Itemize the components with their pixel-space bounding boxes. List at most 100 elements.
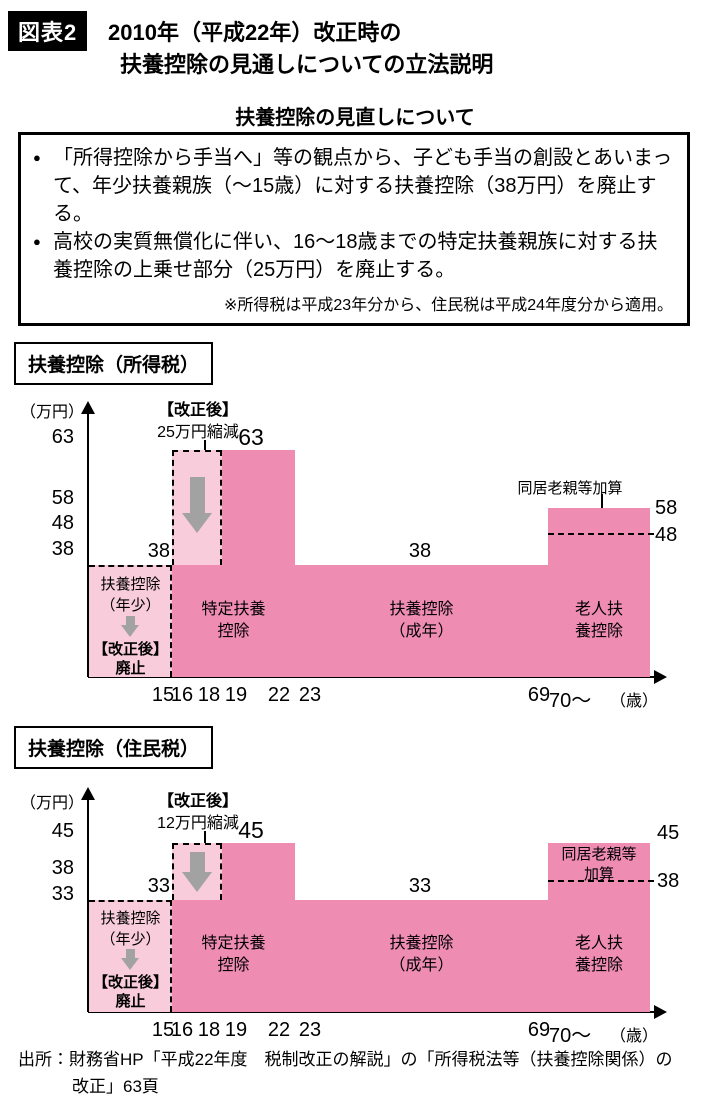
chart2-specific-upper-region [222,843,295,1012]
summary-heading: 扶養控除の見直しについて [235,107,475,129]
chart1-reduction-down-arrow-icon [190,477,205,515]
summary-bullet-2: ● 高校の実質無償化に伴い、16〜18歳までの特定扶養親族に対する扶養控除の上乗… [33,228,675,284]
chart1-elderly-base-value: 48 [655,524,678,546]
chart1-elderly-label-line1: 老人扶 [574,601,623,618]
chart2-junior-label-1: 扶養控除 [100,910,161,927]
chart2-junior-down-arrow-icon [126,949,135,960]
chart1-reduction-annotation: 25万円縮減 [157,424,239,441]
chart1-reduction-down-arrow-icon [182,513,212,533]
chart2-adult-value: 33 [408,875,432,897]
summary-note: ※所得税は平成23年分から、住民税は平成24年度分から適用。 [223,297,673,314]
chart1-kaiseigo-annotation: 【改正後】 [157,402,238,419]
chart2-adult-region [295,900,548,1012]
summary-box: ● 「所得控除から手当へ」等の観点から、子ども手当の創設とあいまって、年少扶養親… [18,132,690,326]
figure-title-line1: 2010年（平成22年）改正時の [108,20,402,45]
chart2-y-tick-38: 38 [51,857,74,879]
chart1-x-unit-label: （歳） [610,693,659,710]
chart1-junior-down-arrow-icon [126,616,135,627]
chart2-x-tick-15: 15 [151,1019,175,1041]
summary-bullet-1-text: 「所得控除から手当へ」等の観点から、子ども手当の創設とあいまって、年少扶養親族（… [53,147,673,225]
chart2-elderly-base-value: 38 [657,870,680,892]
chart1-junior-label-4: 廃止 [115,660,146,677]
chart2-elderly-region [548,843,650,1012]
source-line2: 改正」63頁 [72,1077,159,1096]
chart2-reduction-pointer-line [204,831,206,843]
chart1-specific-label: 特定扶養 控除 [172,599,295,643]
chart1-adult-region [295,565,548,677]
bullet-icon: ● [33,234,41,249]
chart1-x-tick-22: 22 [267,684,291,706]
chart1-reduction-pointer-line [204,440,206,450]
chart1-junior-value: 38 [147,540,170,562]
chart1-specific-label-line1: 特定扶養 [201,601,266,618]
bullet-icon: ● [33,150,41,165]
figure-title-line2: 扶養控除の見通しについての立法説明 [120,52,494,77]
chart2-elderly-label-line1: 老人扶 [574,935,623,952]
chart1-junior-label-3: 【改正後】 [92,641,168,658]
chart2-junior-label-2: （年少） [100,931,161,948]
chart2-specific-label: 特定扶養 控除 [172,933,295,977]
chart2-x-tick-69: 69 [527,1019,551,1041]
figure-tag: 図表2 [8,11,88,51]
chart2-y-axis-arrow-icon [81,787,95,800]
chart1-y-tick-63: 63 [51,426,74,448]
chart2-y-tick-45: 45 [51,820,74,842]
chart2-kaiseigo-annotation: 【改正後】 [157,793,238,810]
chart2-x-tick-19: 19 [224,1019,248,1041]
summary-bullet-2-text: 高校の実質無償化に伴い、16〜18歳までの特定扶養親族に対する扶養控除の上乗せ部… [53,231,658,281]
chart1-elderly-label-line2: 養控除 [574,623,623,640]
chart1-adult-label-line2: （成年） [389,623,454,640]
chart1-y-axis [87,413,89,677]
chart2-junior-down-arrow-icon [121,958,139,970]
chart2-adult-label: 扶養控除 （成年） [295,933,548,977]
summary-bullet-1: ● 「所得控除から手当へ」等の観点から、子ども手当の創設とあいまって、年少扶養親… [33,144,675,228]
chart2-junior-label-4: 廃止 [115,993,146,1010]
chart2-y-axis [87,799,89,1012]
chart1-y-unit-label: （万円） [20,404,85,421]
chart1-x-tick-18: 18 [197,684,221,706]
chart2-title: 扶養控除（住民税） [14,726,214,769]
chart2-x-tick-18: 18 [197,1019,221,1041]
chart1-x-axis [88,676,656,678]
chart1-y-tick-58: 58 [51,487,74,509]
chart1-elderly-top-value: 58 [655,497,678,519]
chart2-adult-label-line1: 扶養控除 [389,935,454,952]
chart2-x-tick-22: 22 [267,1019,291,1041]
chart2-elderly-base-dash-line [548,880,654,882]
chart2-elderly-label-line2: 養控除 [574,957,623,974]
chart2-x-tick-23: 23 [298,1019,322,1041]
chart2-specific-label-line2: 控除 [217,957,250,974]
chart1-y-axis-arrow-icon [81,401,95,414]
chart1-x-tick-23: 23 [298,684,322,706]
chart2-specific-value: 45 [238,817,264,843]
chart1-elderly-pointer-line [601,494,603,508]
chart2-x-unit-label: （歳） [610,1028,659,1045]
chart1-title: 扶養控除（所得税） [14,342,214,385]
chart2-x-tick-70: 70〜 [549,1025,592,1047]
chart2-specific-label-line1: 特定扶養 [201,935,266,952]
chart2-junior-value: 33 [147,875,170,897]
chart1-junior-label-1: 扶養控除 [100,576,161,593]
chart1-x-axis-arrow-icon [654,670,667,684]
chart2-y-tick-33: 33 [51,883,74,905]
chart2-reduction-annotation: 12万円縮減 [157,815,239,832]
chart1-specific-label-line2: 控除 [217,623,250,640]
chart1-x-tick-69: 69 [527,684,551,706]
chart2-elderly-addition-line1: 同居老親等 [561,846,637,863]
chart1-specific-value: 63 [238,424,264,450]
chart2-x-axis-arrow-icon [654,1005,667,1019]
chart1-specific-upper-region [222,450,295,677]
chart1-elderly-base-dash-line [548,533,654,535]
chart1-junior-label-2: （年少） [100,597,161,614]
chart1-adult-value: 38 [408,540,432,562]
chart1-elderly-addition-annotation: 同居老親等加算 [517,480,623,497]
chart2-x-tick-16: 16 [170,1019,194,1041]
chart1-adult-label-line1: 扶養控除 [389,601,454,618]
chart2-y-unit-label: （万円） [20,795,85,812]
chart2-x-axis [88,1011,656,1013]
chart2-elderly-top-value: 45 [657,822,680,844]
chart2-elderly-addition-annotation: 同居老親等 加算 [548,845,650,885]
chart1-y-tick-48: 48 [51,512,74,534]
chart1-x-tick-19: 19 [224,684,248,706]
